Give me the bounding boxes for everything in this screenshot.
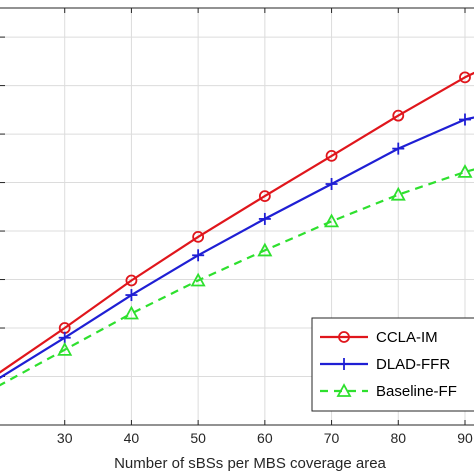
- plus-marker: [192, 249, 205, 262]
- triangle-marker: [457, 164, 473, 178]
- x-tick-label: 50: [190, 430, 206, 446]
- x-tick-label: 70: [324, 430, 340, 446]
- circle-marker: [125, 274, 138, 287]
- series-line: [0, 71, 474, 374]
- series-baseline-ff: [0, 164, 474, 387]
- legend-label: CCLA-IM: [376, 329, 438, 346]
- circle-marker: [192, 230, 205, 243]
- plus-marker: [458, 113, 471, 126]
- triangle-marker: [257, 242, 273, 257]
- triangle-marker: [390, 186, 406, 201]
- legend-item: CCLA-IM: [320, 329, 438, 346]
- series-line: [0, 168, 474, 387]
- x-axis-label: Number of sBSs per MBS coverage area: [114, 455, 386, 472]
- series-group: [0, 71, 474, 387]
- legend-item: Baseline-FF: [320, 383, 457, 400]
- legend: CCLA-IM DLAD-FFR Baseline-FF: [311, 317, 474, 412]
- plus-marker: [392, 142, 405, 155]
- legend-label: DLAD-FFR: [376, 356, 450, 373]
- x-tick-label: 80: [390, 430, 406, 446]
- x-tick-label: 60: [257, 430, 273, 446]
- plus-marker: [58, 331, 71, 344]
- x-tick-label: 90: [457, 430, 473, 446]
- plus-marker: [258, 212, 271, 225]
- triangle-marker: [324, 213, 340, 228]
- legend-item: DLAD-FFR: [320, 356, 450, 373]
- x-axis-ticks: 30 40 50 60 70 80 90: [0, 8, 473, 446]
- plus-marker: [125, 289, 138, 302]
- triangle-marker: [190, 272, 206, 287]
- circle-marker: [338, 331, 350, 343]
- x-tick-label: 40: [124, 430, 140, 446]
- plus-marker: [325, 178, 338, 191]
- triangle-marker: [57, 341, 73, 356]
- series-ccla-im: [0, 71, 474, 374]
- circle-marker: [325, 149, 338, 162]
- triangle-marker: [123, 305, 139, 320]
- legend-label: Baseline-FF: [376, 383, 457, 400]
- plus-marker: [338, 358, 350, 370]
- x-tick-label: 30: [57, 430, 73, 446]
- triangle-marker: [336, 383, 352, 397]
- circle-marker: [392, 109, 405, 122]
- plot-area-frame: [0, 7, 474, 426]
- circle-marker: [258, 190, 271, 203]
- series-dlad-ffr: [0, 113, 474, 379]
- circle-marker: [459, 71, 471, 84]
